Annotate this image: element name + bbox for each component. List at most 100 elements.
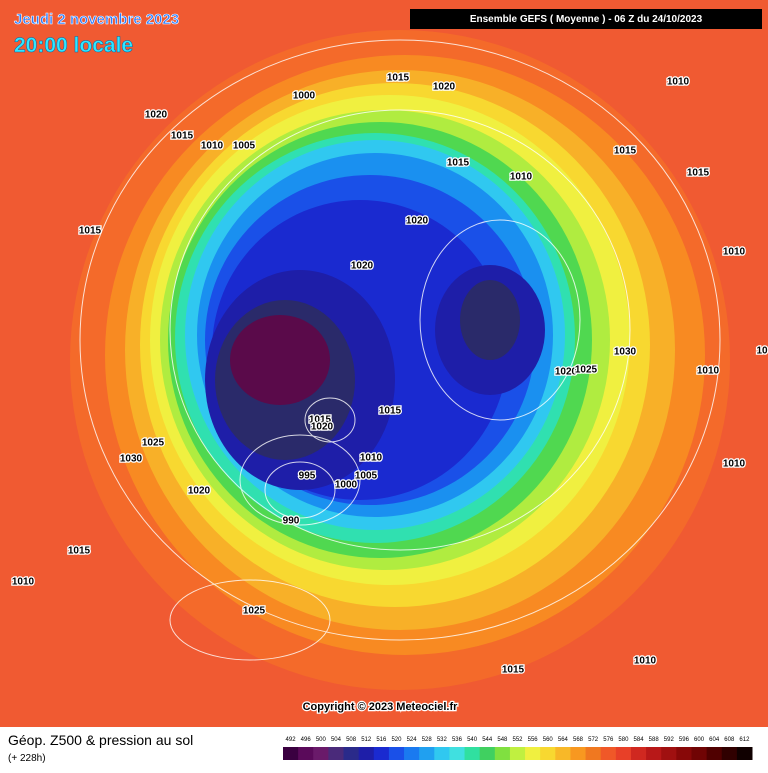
legend-label: 576 xyxy=(603,737,614,743)
legend-label: 496 xyxy=(301,737,312,743)
colorbar: 492 496 500 504 508 512 516 520 524 528 532 536 540 5… xyxy=(283,737,753,760)
legend-swatch xyxy=(434,747,450,760)
isobar-label: 1020 xyxy=(555,367,578,378)
legend-label: 552 xyxy=(512,737,523,743)
legend-swatch xyxy=(706,747,723,760)
isobar-label: 1020 xyxy=(311,422,334,433)
legend-label: 492 xyxy=(286,737,297,743)
isobar-label: 990 xyxy=(283,516,300,527)
legend-label: 572 xyxy=(588,737,599,743)
legend-label: 512 xyxy=(361,737,372,743)
isobar-label: 1015 xyxy=(309,415,332,426)
isobar-label: 1010 xyxy=(723,247,746,258)
date-title: Jeudi 2 novembre 2023 xyxy=(14,11,179,28)
legend-swatch xyxy=(676,747,692,760)
legend-swatch xyxy=(373,747,390,760)
legend-swatch xyxy=(721,747,738,760)
isobar-label: 1015 xyxy=(379,406,402,417)
legend-label: 584 xyxy=(634,737,645,743)
isobar-label: 1020 xyxy=(188,486,211,497)
isobar-label: 1015 xyxy=(79,226,102,237)
legend-swatch xyxy=(388,747,405,760)
isobar-label: 1010 xyxy=(12,577,35,588)
legend-label: 540 xyxy=(467,737,478,743)
copyright: Copyright © 2023 Meteociel.fr xyxy=(303,701,459,713)
isobar-label: 1000 xyxy=(293,91,316,102)
legend-swatch xyxy=(419,747,435,760)
isobar-label: 1020 xyxy=(145,110,168,121)
legend-label: 532 xyxy=(437,737,448,743)
isobar-label: 1010 xyxy=(201,141,224,152)
isobar-label: 1025 xyxy=(575,365,598,376)
legend-swatch xyxy=(661,747,677,760)
legend-swatch xyxy=(630,747,647,760)
isobar-label: 995 xyxy=(299,471,316,482)
legend-label: 600 xyxy=(694,737,705,743)
isobar-label: 1015 xyxy=(614,146,637,157)
legend-label: 544 xyxy=(482,737,493,743)
forecast-lead: (+ 228h) xyxy=(8,753,46,764)
legend-swatch xyxy=(298,747,314,760)
isobar-label: 1025 xyxy=(142,438,165,449)
legend-label: 564 xyxy=(558,737,569,743)
legend-swatch xyxy=(585,747,602,760)
legend-label: 604 xyxy=(709,737,720,743)
legend-swatch xyxy=(691,747,708,760)
isobar-label: 1010 xyxy=(723,459,746,470)
legend-label: 524 xyxy=(407,737,418,743)
isobar-label: 1005 xyxy=(355,471,378,482)
legend-swatch xyxy=(283,747,299,760)
isobar-label: 1030 xyxy=(120,454,143,465)
isobar-label: 1010 xyxy=(634,656,657,667)
legend-label: 500 xyxy=(316,737,327,743)
model-banner xyxy=(410,9,762,29)
isobar-label: 1015 xyxy=(502,665,525,676)
legend-label: 612 xyxy=(739,737,750,743)
isobar-label: 1010 xyxy=(697,366,720,377)
legend-label: 556 xyxy=(528,737,539,743)
isobars xyxy=(79,39,721,661)
legend-label: 596 xyxy=(679,737,690,743)
legend-swatch xyxy=(328,747,345,760)
isobar-label: 1015 xyxy=(171,131,194,142)
legend-swatch xyxy=(540,747,556,760)
legend-swatch xyxy=(494,747,511,760)
legend-swatch xyxy=(479,747,496,760)
legend-label: 568 xyxy=(573,737,584,743)
isobar-label: 1015 xyxy=(687,168,710,179)
legend-label: 536 xyxy=(452,737,463,743)
geopotential-field xyxy=(70,30,730,690)
isobar-label: 1015 xyxy=(68,546,91,557)
legend-swatch xyxy=(736,747,753,760)
model-info: Ensemble GEFS ( Moyenne ) - 06 Z du 24/1… xyxy=(470,14,703,25)
isobar-label: 1030 xyxy=(614,347,637,358)
legend-swatch xyxy=(570,747,587,760)
legend-label: 508 xyxy=(346,737,357,743)
legend-swatch xyxy=(404,747,420,760)
legend-label: 608 xyxy=(724,737,735,743)
legend-swatch xyxy=(449,747,466,760)
time-title: 20:00 locale xyxy=(14,34,133,57)
isobar-label: 1015 xyxy=(387,73,410,84)
legend-label: 580 xyxy=(618,737,629,743)
isobar-label: 1010 xyxy=(667,77,690,88)
legend-label: 528 xyxy=(422,737,433,743)
isobar-label: 1000 xyxy=(335,480,358,491)
legend-swatch xyxy=(525,747,541,760)
legend-label: 516 xyxy=(376,737,387,743)
isobar-label: 1020 xyxy=(433,82,456,93)
isobar-label: 1020 xyxy=(351,261,374,272)
legend-swatch xyxy=(358,747,375,760)
isobar-label: 1020 xyxy=(406,216,429,227)
legend-label: 560 xyxy=(543,737,554,743)
legend-swatch xyxy=(615,747,632,760)
isobar-label: 1025 xyxy=(243,606,266,617)
isobar-label: 10 xyxy=(756,346,768,357)
footer-title: Géop. Z500 & pression au sol xyxy=(8,732,193,748)
legend-label: 548 xyxy=(497,737,508,743)
legend-swatch xyxy=(313,747,329,760)
legend-swatch xyxy=(600,747,617,760)
legend-swatch xyxy=(343,747,360,760)
